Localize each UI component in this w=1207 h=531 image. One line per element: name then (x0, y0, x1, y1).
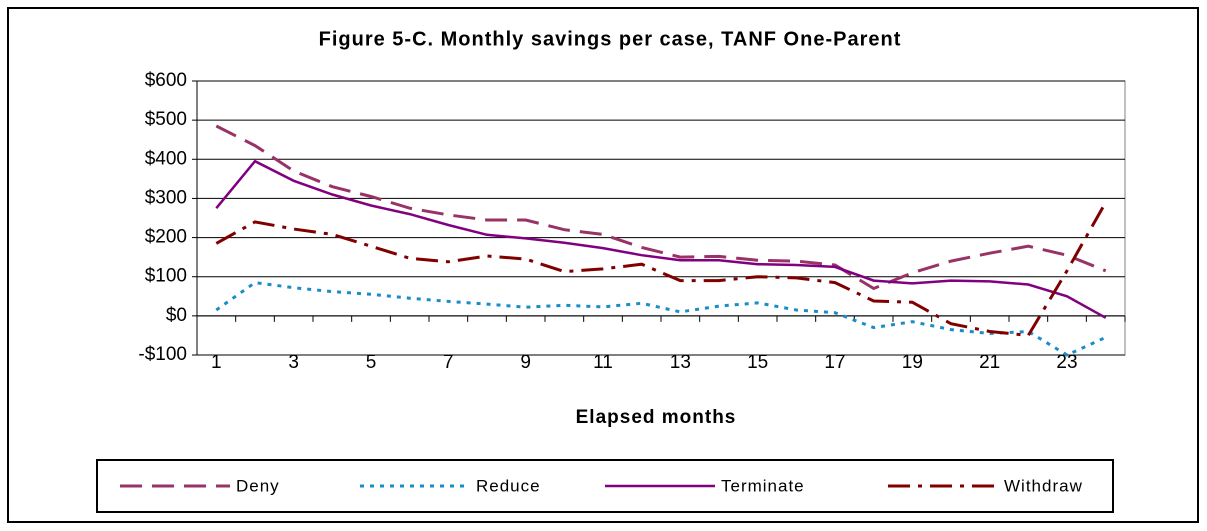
x-tick-label: 15 (747, 352, 768, 373)
legend-label: Deny (236, 476, 280, 495)
series-line (215, 124, 1107, 291)
y-tick-label: $600 (145, 70, 187, 91)
y-tick-label: $0 (166, 305, 187, 326)
plot-area (196, 80, 1126, 356)
y-tick-label: $200 (145, 227, 187, 248)
y-tick-label: $400 (145, 148, 187, 169)
y-tick-label: -$100 (138, 344, 187, 365)
x-tick-label: 7 (443, 352, 454, 373)
x-tick-label: 11 (593, 352, 613, 373)
x-tick-label: 5 (366, 352, 377, 373)
x-tick-label: 9 (520, 352, 531, 373)
x-tick-label: 3 (288, 352, 299, 373)
y-tick-label: $500 (145, 109, 187, 130)
series-line (215, 159, 1107, 319)
chart-title: Figure 5-C. Monthly savings per case, TA… (319, 28, 902, 50)
y-tick-label: $300 (145, 187, 187, 208)
legend-label: Terminate (721, 476, 805, 495)
x-tick-label: 21 (979, 352, 1000, 373)
legend-label: Withdraw (1004, 476, 1083, 495)
x-tick-label: 1 (211, 352, 222, 373)
legend-label: Reduce (476, 476, 541, 495)
x-tick-label: 17 (824, 352, 845, 373)
y-tick-label: $100 (145, 266, 187, 287)
x-tick-label: 13 (670, 352, 691, 373)
series-line (215, 201, 1108, 337)
x-tick-label: 23 (1056, 352, 1077, 373)
x-tick-label: 19 (902, 352, 923, 373)
x-axis-title: Elapsed months (576, 407, 737, 428)
